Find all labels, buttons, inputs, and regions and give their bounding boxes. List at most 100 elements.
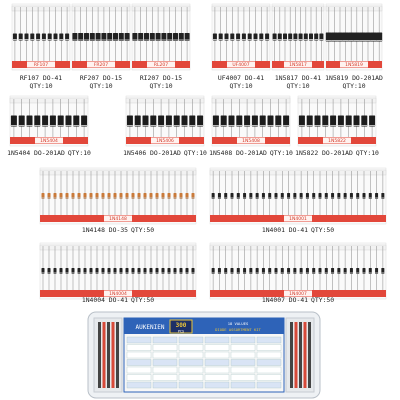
cathode-band [155, 39, 161, 41]
cathode-band [318, 272, 322, 274]
stored-diode-strip [308, 322, 311, 388]
top-tape [211, 97, 291, 104]
cathode-band [41, 272, 45, 274]
cathode-band [361, 125, 368, 126]
diode-body [244, 115, 251, 127]
cathode-band [126, 125, 133, 126]
label-cell [126, 359, 152, 366]
diode-body [84, 33, 89, 41]
cathode-band [236, 39, 241, 40]
cathode-band [362, 197, 366, 199]
label-cell [256, 374, 282, 381]
diode-body [124, 33, 130, 41]
tape-label: 1N4004 [109, 291, 127, 297]
diode-body [283, 115, 290, 127]
cathode-band [101, 197, 105, 199]
diode-panel: 1N4148 1N4148 DO-35 QTY:50 [39, 167, 197, 234]
diode-body [306, 115, 313, 127]
cathode-band [349, 197, 353, 199]
cathode-band [137, 197, 141, 199]
cathode-band [119, 197, 123, 199]
cathode-band [18, 39, 23, 40]
cathode-band [259, 39, 264, 40]
cathode-band [65, 197, 69, 199]
diode-body [89, 33, 95, 41]
cathode-band [59, 272, 63, 274]
cathode-band [101, 39, 107, 41]
label-cell [126, 336, 152, 344]
cathode-band [337, 272, 341, 274]
diode-body [298, 33, 303, 41]
cathode-band [309, 39, 313, 40]
cathode-band [241, 39, 246, 40]
cathode-band [243, 197, 247, 199]
cathode-band [337, 197, 341, 199]
cathode-band [83, 197, 87, 199]
diode-body [298, 115, 305, 127]
cathode-band [331, 197, 335, 199]
diode-body [149, 33, 155, 41]
cathode-band [298, 125, 305, 126]
cathode-band [167, 197, 171, 199]
tape-paper [284, 215, 312, 222]
label-cell [204, 366, 230, 374]
cathode-band [118, 39, 124, 41]
label-cell [152, 336, 178, 344]
cathode-band [131, 197, 135, 199]
cathode-band [359, 40, 366, 41]
cathode-band [356, 197, 360, 199]
tape-label: 1N5817 [289, 62, 307, 68]
diode-body [173, 33, 178, 41]
label-cell [256, 366, 282, 374]
cathode-band [113, 39, 118, 41]
tape-label: 1N4148 [109, 216, 127, 222]
cathode-band [218, 39, 223, 40]
cathode-band [306, 125, 313, 126]
diode-body [353, 115, 360, 127]
label-cell [178, 359, 204, 366]
diode-body [189, 115, 196, 127]
cathode-band [236, 125, 243, 126]
cathode-band [314, 125, 321, 126]
cathode-band [78, 39, 84, 41]
cathode-band [322, 125, 329, 126]
label-cell [178, 374, 204, 381]
caption-name: 1N4148 DO-35 [82, 226, 128, 234]
caption: 1N5822 DO-201AD QTY:10 [295, 149, 379, 157]
diode-body [18, 33, 23, 41]
box-label-header [124, 318, 284, 334]
cathode-band [41, 39, 46, 40]
tape-paper [237, 137, 265, 144]
diode-panel: 1N5406 1N5406 DO-201AD QTY:10 [123, 95, 207, 157]
caption: 1N5408 DO-201AD QTY:10 [209, 149, 293, 157]
cathode-band [179, 272, 183, 274]
diode-body [118, 33, 124, 41]
cathode-band [362, 272, 366, 274]
diode-body [59, 33, 64, 41]
cathode-band [293, 197, 297, 199]
caption: 1N4001 DO-41 QTY:50 [262, 226, 334, 234]
label-cell [178, 336, 204, 344]
diode-body [272, 33, 277, 41]
caption-qty: QTY:10 [342, 82, 365, 90]
cathode-band [299, 272, 303, 274]
diode-body [325, 32, 332, 42]
label-cell [178, 351, 204, 359]
tape-paper [147, 61, 175, 68]
cathode-band [144, 39, 149, 41]
cathode-band [24, 39, 29, 40]
stored-diode-strip [102, 322, 106, 388]
cathode-band [18, 125, 25, 126]
caption-qty: QTY:10 [184, 149, 207, 157]
cathode-band [89, 272, 93, 274]
diode-body [49, 115, 56, 127]
diode-body [330, 115, 337, 127]
diode-body [361, 115, 368, 127]
diode-body [65, 115, 72, 127]
cathode-band [381, 272, 385, 274]
cathode-band [220, 125, 227, 126]
label-cell [256, 336, 282, 344]
caption-qty: QTY:50 [131, 296, 154, 304]
diode-body [288, 33, 293, 41]
